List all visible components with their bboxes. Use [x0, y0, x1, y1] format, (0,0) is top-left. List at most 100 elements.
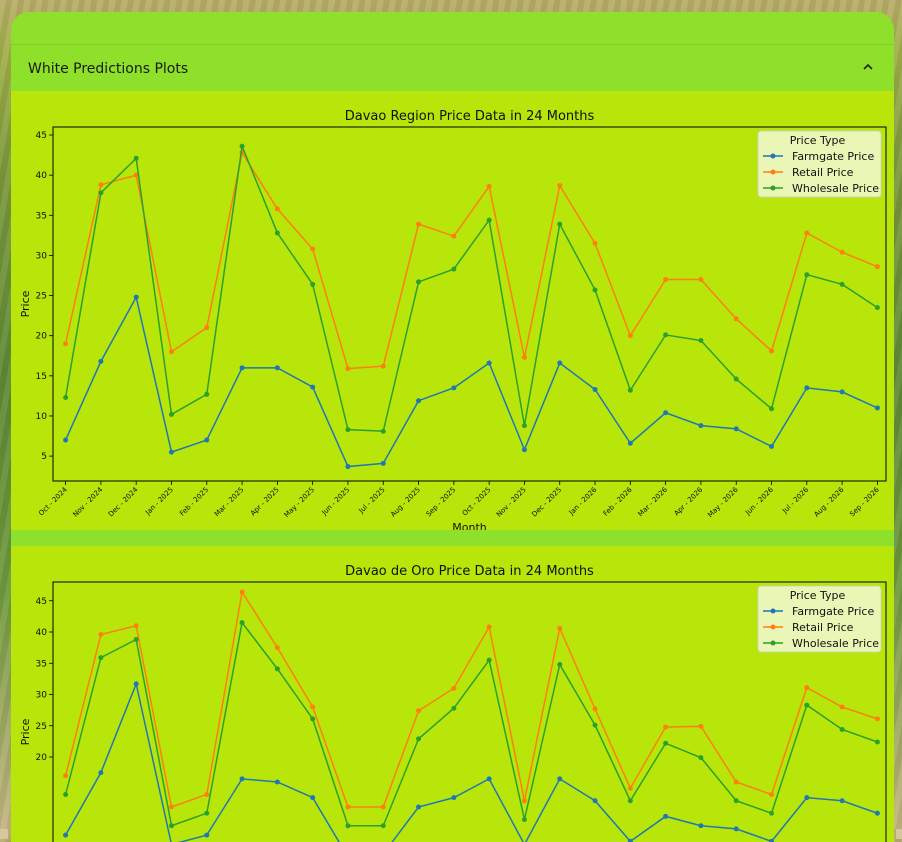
x-tick-label: Nov - 2025: [495, 486, 528, 519]
data-point: [557, 626, 562, 631]
legend-entry: Wholesale Price: [792, 637, 879, 650]
data-point: [840, 250, 845, 255]
x-tick-label: Jan - 2026: [567, 485, 599, 517]
data-point: [804, 685, 809, 690]
series-line-wholesale-price: [66, 146, 878, 431]
data-point: [628, 786, 633, 791]
series-line-wholesale-price: [66, 623, 878, 826]
data-point: [345, 823, 350, 828]
legend-entry: Wholesale Price: [792, 182, 879, 195]
legend-entry: Farmgate Price: [792, 150, 874, 163]
data-point: [734, 426, 739, 431]
legend-title: Price Type: [790, 589, 846, 602]
data-point: [416, 708, 421, 713]
data-point: [416, 222, 421, 227]
data-point: [734, 377, 739, 382]
data-point: [769, 444, 774, 449]
data-point: [169, 412, 174, 417]
data-point: [804, 795, 809, 800]
data-point: [522, 817, 527, 822]
x-tick-label: Mar - 2025: [213, 486, 246, 519]
data-point: [240, 144, 245, 149]
data-point: [204, 833, 209, 838]
x-tick-label: Jul - 2025: [357, 486, 387, 516]
data-point: [310, 247, 315, 252]
x-tick-label: Dec - 2025: [530, 486, 563, 519]
data-point: [769, 792, 774, 797]
data-point: [522, 355, 527, 360]
data-point: [663, 725, 668, 730]
data-point: [522, 798, 527, 803]
data-point: [487, 658, 492, 663]
y-tick-label: 20: [36, 332, 48, 342]
data-point: [98, 632, 103, 637]
data-point: [769, 406, 774, 411]
data-point: [345, 464, 350, 469]
data-point: [204, 792, 209, 797]
data-point: [381, 805, 386, 810]
data-point: [381, 429, 386, 434]
chart-title: Davao Region Price Data in 24 Months: [345, 109, 595, 124]
data-point: [416, 805, 421, 810]
data-point: [381, 364, 386, 369]
data-point: [345, 427, 350, 432]
y-tick-label: 35: [36, 211, 47, 221]
x-tick-label: Apr - 2026: [673, 485, 705, 517]
data-point: [134, 681, 139, 686]
plot-area: [63, 144, 880, 469]
data-point: [345, 366, 350, 371]
data-point: [698, 755, 703, 760]
data-point: [134, 295, 139, 300]
data-point: [840, 705, 845, 710]
data-point: [734, 826, 739, 831]
data-point: [63, 438, 68, 443]
predictions-panel: White Predictions Plots Davao Region Pri…: [11, 12, 894, 842]
data-point: [875, 305, 880, 310]
legend-swatch-marker: [771, 170, 776, 175]
data-point: [875, 716, 880, 721]
y-tick-label: 25: [36, 722, 47, 732]
data-point: [593, 387, 598, 392]
data-point: [381, 823, 386, 828]
data-point: [98, 655, 103, 660]
data-point: [698, 823, 703, 828]
chevron-up-icon[interactable]: [860, 59, 876, 75]
x-tick-label: Aug - 2026: [813, 485, 846, 518]
data-point: [134, 156, 139, 161]
data-point: [663, 332, 668, 337]
chart-davao-region: Davao Region Price Data in 24 Months Pric…: [11, 91, 894, 530]
y-tick-label: 10: [36, 412, 48, 422]
data-point: [487, 218, 492, 223]
y-tick-label: 40: [36, 628, 48, 638]
data-point: [698, 277, 703, 282]
data-point: [63, 792, 68, 797]
legend-swatch-marker: [771, 641, 776, 646]
y-axis-label: Price: [19, 718, 32, 745]
y-axis-label: Price: [19, 290, 32, 317]
data-point: [275, 666, 280, 671]
data-point: [769, 811, 774, 816]
accordion-header[interactable]: White Predictions Plots: [11, 44, 894, 92]
x-tick-label: Jul - 2026: [780, 485, 810, 515]
x-axis-label: Month: [452, 521, 487, 530]
data-point: [451, 686, 456, 691]
data-point: [204, 392, 209, 397]
data-point: [416, 736, 421, 741]
data-point: [487, 361, 492, 366]
legend-entry: Farmgate Price: [792, 605, 874, 618]
x-tick-label: Sep - 2025: [425, 486, 458, 519]
data-point: [451, 706, 456, 711]
data-point: [310, 795, 315, 800]
legend-entry: Retail Price: [792, 621, 854, 634]
data-point: [804, 230, 809, 235]
y-tick-label: 45: [36, 597, 47, 607]
data-point: [204, 438, 209, 443]
chart-separator: [11, 530, 894, 546]
data-point: [698, 423, 703, 428]
legend-swatch-marker: [771, 154, 776, 159]
data-point: [169, 805, 174, 810]
y-tick-label: 30: [36, 251, 48, 261]
x-tick-label: Sep - 2026: [848, 485, 881, 518]
data-point: [522, 423, 527, 428]
chart-svg-davao-region: Davao Region Price Data in 24 Months Pric…: [11, 91, 894, 530]
